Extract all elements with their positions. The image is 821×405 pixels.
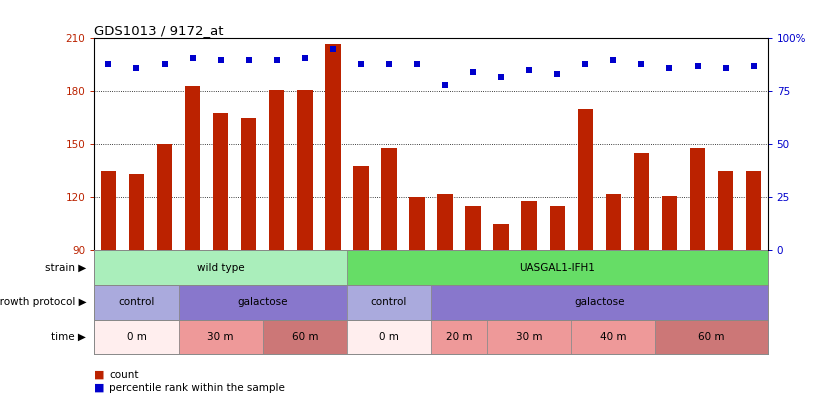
Bar — [578, 109, 593, 250]
Point — [438, 82, 452, 88]
Bar — [571, 320, 655, 354]
Point — [466, 69, 479, 76]
Bar — [662, 196, 677, 250]
Text: 60 m: 60 m — [291, 332, 318, 342]
Point — [214, 56, 227, 63]
Bar — [487, 320, 571, 354]
Bar — [94, 320, 179, 354]
Text: GDS1013 / 9172_at: GDS1013 / 9172_at — [94, 24, 224, 37]
Point — [326, 46, 339, 52]
Bar — [634, 153, 649, 250]
Point — [158, 61, 171, 67]
Bar — [347, 285, 431, 320]
Text: strain ▶: strain ▶ — [45, 263, 86, 273]
Point — [747, 63, 760, 69]
Bar — [269, 90, 284, 250]
Text: galactose: galactose — [237, 297, 288, 307]
Bar — [129, 175, 144, 250]
Text: 20 m: 20 m — [446, 332, 472, 342]
Point — [635, 61, 648, 67]
Bar — [241, 118, 256, 250]
Point — [579, 61, 592, 67]
Bar — [325, 44, 341, 250]
Bar — [549, 206, 565, 250]
Text: 30 m: 30 m — [516, 332, 543, 342]
Point — [719, 65, 732, 71]
Text: control: control — [371, 297, 407, 307]
Bar — [101, 171, 116, 250]
Point — [551, 71, 564, 78]
Point — [410, 61, 424, 67]
Text: 60 m: 60 m — [699, 332, 725, 342]
Point — [691, 63, 704, 69]
Bar — [438, 194, 452, 250]
Bar — [94, 285, 179, 320]
Bar — [431, 285, 768, 320]
Text: UASGAL1-IFH1: UASGAL1-IFH1 — [520, 263, 595, 273]
Bar — [179, 285, 347, 320]
Bar — [297, 90, 313, 250]
Text: percentile rank within the sample: percentile rank within the sample — [109, 383, 285, 393]
Bar — [746, 171, 761, 250]
Text: 0 m: 0 m — [126, 332, 146, 342]
Bar — [263, 320, 347, 354]
Point — [242, 56, 255, 63]
Text: galactose: galactose — [574, 297, 625, 307]
Point — [355, 61, 368, 67]
Bar — [493, 224, 509, 250]
Bar — [179, 320, 263, 354]
Point — [186, 54, 200, 61]
Text: time ▶: time ▶ — [52, 332, 86, 342]
Text: ■: ■ — [94, 370, 105, 379]
Bar — [410, 197, 424, 250]
Text: wild type: wild type — [197, 263, 245, 273]
Bar — [381, 148, 397, 250]
Point — [383, 61, 396, 67]
Point — [523, 67, 536, 73]
Bar — [431, 320, 487, 354]
Bar — [347, 250, 768, 285]
Bar — [718, 171, 733, 250]
Bar — [213, 113, 228, 250]
Text: growth protocol ▶: growth protocol ▶ — [0, 297, 86, 307]
Text: 30 m: 30 m — [208, 332, 234, 342]
Bar — [466, 206, 481, 250]
Text: 0 m: 0 m — [379, 332, 399, 342]
Point — [607, 56, 620, 63]
Bar — [157, 145, 172, 250]
Point — [298, 54, 311, 61]
Bar — [606, 194, 621, 250]
Bar — [353, 166, 369, 250]
Bar — [521, 201, 537, 250]
Point — [494, 73, 507, 80]
Point — [663, 65, 676, 71]
Bar — [185, 86, 200, 250]
Text: count: count — [109, 370, 139, 379]
Point — [102, 61, 115, 67]
Bar — [655, 320, 768, 354]
Bar — [690, 148, 705, 250]
Bar — [347, 320, 431, 354]
Point — [130, 65, 143, 71]
Point — [270, 56, 283, 63]
Text: ■: ■ — [94, 383, 105, 393]
Text: control: control — [118, 297, 154, 307]
Bar — [94, 250, 347, 285]
Text: 40 m: 40 m — [600, 332, 626, 342]
